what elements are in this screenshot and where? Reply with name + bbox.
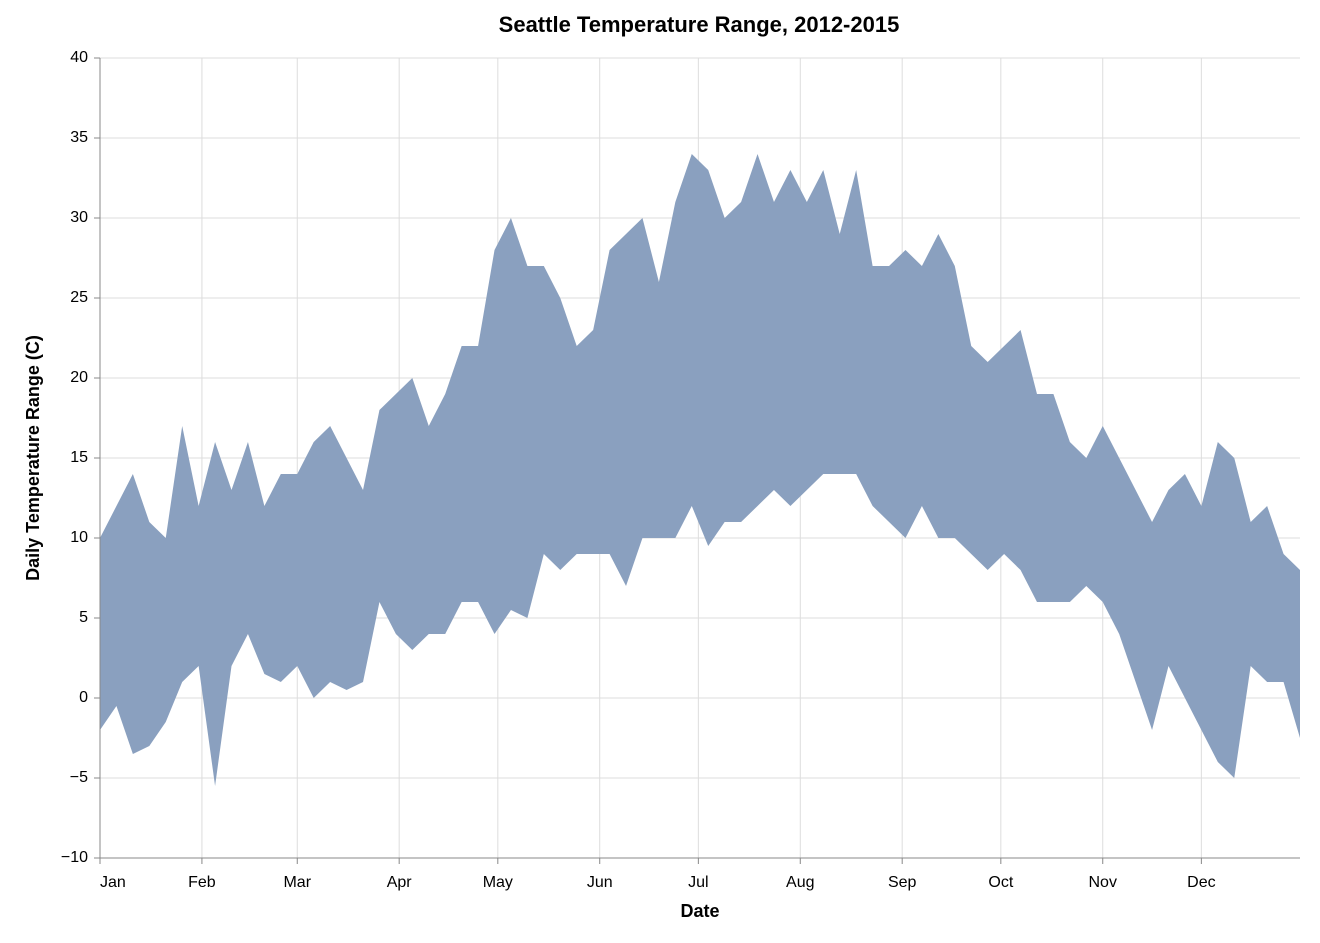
y-tick-label: 20: [70, 369, 88, 386]
x-tick-label: May: [483, 874, 513, 891]
y-tick-label: 5: [79, 609, 88, 626]
x-tick-label: Apr: [387, 874, 413, 891]
x-axis-title: Date: [680, 901, 719, 921]
y-axis-title: Daily Temperature Range (C): [23, 335, 43, 581]
chart-title: Seattle Temperature Range, 2012-2015: [499, 12, 900, 37]
x-tick-label: Aug: [786, 874, 814, 891]
y-tick-label: 40: [70, 49, 88, 66]
x-tick-label: Nov: [1089, 874, 1117, 891]
y-tick-label: 25: [70, 289, 88, 306]
x-tick-label: Dec: [1187, 874, 1215, 891]
y-tick-label: 30: [70, 209, 88, 226]
x-tick-label: Oct: [988, 874, 1013, 891]
x-tick-label: Jul: [688, 874, 708, 891]
x-tick-label: Jun: [587, 874, 613, 891]
y-tick-label: 0: [79, 689, 88, 706]
y-tick-label: 10: [70, 529, 88, 546]
y-tick-label: 35: [70, 129, 88, 146]
x-tick-label: Mar: [283, 874, 311, 891]
x-tick-label: Feb: [188, 874, 216, 891]
x-tick-label: Sep: [888, 874, 917, 891]
x-tick-label: Jan: [100, 874, 126, 891]
temperature-range-area: [100, 154, 1300, 786]
y-tick-label: −5: [70, 769, 88, 786]
y-tick-label: −10: [61, 849, 88, 866]
y-tick-label: 15: [70, 449, 88, 466]
